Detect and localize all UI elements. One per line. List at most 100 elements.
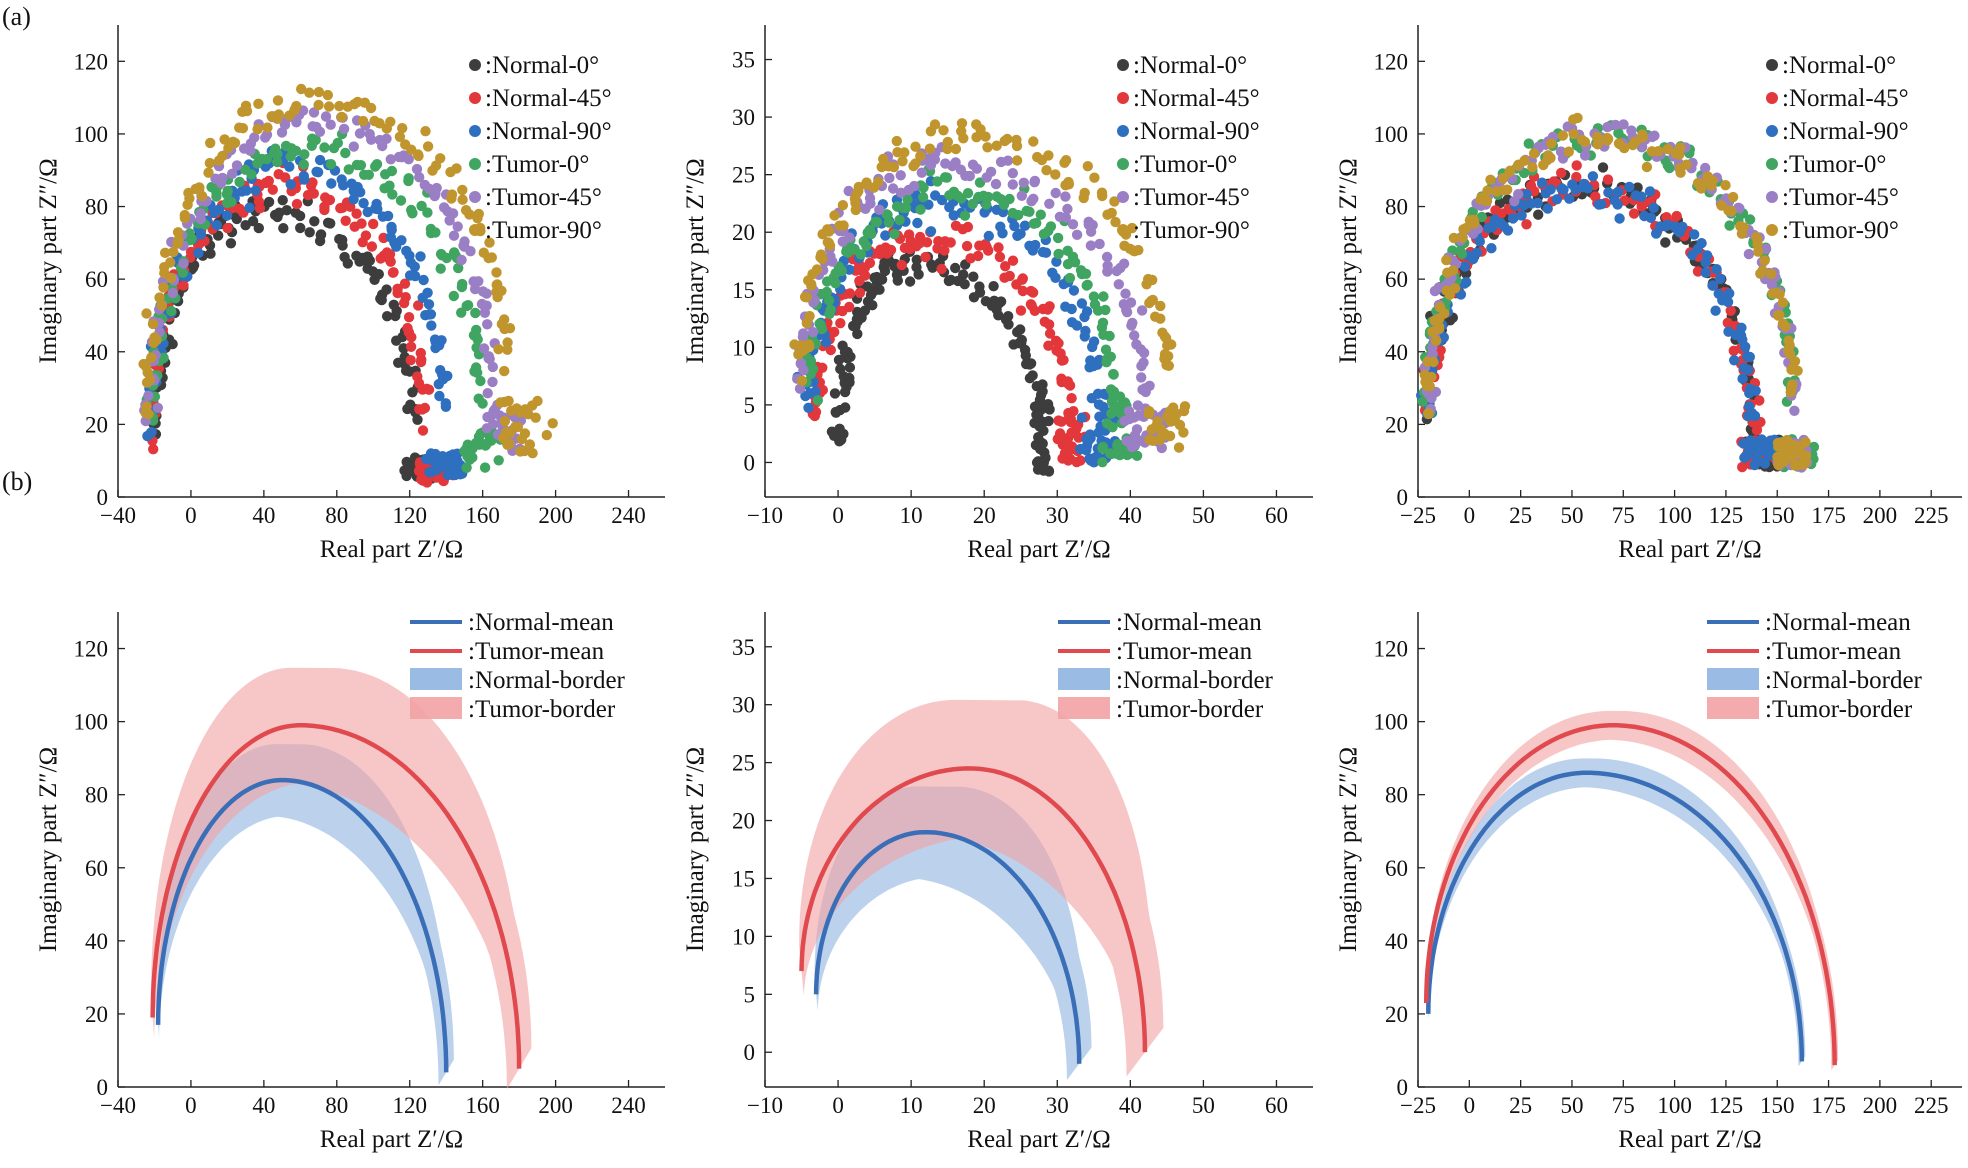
legend-band-swatch <box>1707 697 1759 719</box>
data-point <box>426 320 437 331</box>
data-point <box>1759 457 1770 468</box>
data-point <box>312 167 324 178</box>
x-tick-label: 225 <box>1914 503 1949 528</box>
data-point <box>1066 303 1077 315</box>
data-point <box>1017 273 1028 284</box>
data-point <box>1563 146 1575 157</box>
data-point <box>462 451 473 462</box>
data-point <box>1602 133 1614 145</box>
data-point <box>1108 368 1119 380</box>
data-point <box>1080 268 1092 279</box>
data-point <box>1675 142 1686 153</box>
data-point <box>1483 222 1494 234</box>
data-point <box>1744 445 1755 457</box>
normal-mean-line <box>813 829 1082 1064</box>
data-point <box>1156 442 1168 454</box>
data-point <box>385 232 396 243</box>
data-point <box>1619 142 1630 154</box>
x-tick-label: 0 <box>832 503 844 528</box>
data-point <box>217 150 228 162</box>
data-point <box>1144 434 1155 445</box>
data-point <box>794 383 806 394</box>
data-point <box>1662 143 1674 155</box>
data-point <box>479 462 491 473</box>
data-point <box>894 214 905 226</box>
data-point <box>803 402 814 413</box>
data-point <box>451 163 462 174</box>
data-point <box>983 245 994 256</box>
data-point <box>487 419 499 430</box>
data-point <box>334 100 345 112</box>
data-point <box>990 178 1002 190</box>
data-point <box>482 388 493 399</box>
data-point <box>413 150 424 162</box>
data-point <box>1162 340 1173 351</box>
series-tumor-90 <box>789 118 1191 453</box>
data-point <box>1579 136 1591 148</box>
legend-marker <box>1117 224 1129 236</box>
data-point <box>1097 317 1109 328</box>
data-point <box>825 344 836 356</box>
data-point <box>829 210 840 221</box>
data-point <box>1138 347 1150 359</box>
data-point <box>880 230 891 241</box>
data-point <box>1025 358 1037 369</box>
data-point <box>844 232 855 243</box>
data-point <box>1040 452 1051 464</box>
data-point <box>1457 232 1468 243</box>
legend-label: :Tumor-mean <box>468 638 605 665</box>
data-point <box>982 142 993 153</box>
data-point <box>912 217 923 229</box>
data-point <box>1707 175 1718 186</box>
data-point <box>945 237 956 248</box>
y-tick-label: 40 <box>1385 340 1408 365</box>
data-point <box>1081 280 1092 291</box>
data-point <box>418 274 429 286</box>
data-point <box>841 381 852 393</box>
x-tick-label: 240 <box>611 1093 646 1118</box>
data-point <box>833 354 845 366</box>
data-point <box>1092 388 1104 399</box>
legend-band-swatch <box>410 668 462 690</box>
data-point <box>391 305 402 317</box>
y-tick-label: 25 <box>732 163 755 188</box>
data-point <box>936 263 947 275</box>
data-point <box>895 170 906 181</box>
data-point <box>874 284 885 295</box>
data-point <box>1779 444 1791 455</box>
data-point <box>1536 177 1548 188</box>
data-point <box>323 101 335 112</box>
data-point <box>1063 179 1075 190</box>
data-point <box>1102 209 1113 220</box>
data-point <box>961 240 973 252</box>
legend-label: :Normal-border <box>468 667 626 694</box>
data-point <box>1019 220 1031 231</box>
data-point <box>796 375 808 386</box>
data-point <box>845 351 856 362</box>
data-point <box>904 276 916 287</box>
data-point <box>325 119 336 130</box>
data-point <box>425 448 437 459</box>
data-point <box>172 238 183 249</box>
y-tick-label: 0 <box>1397 1075 1409 1100</box>
data-point <box>1125 297 1137 308</box>
legend-label: :Tumor-90° <box>1133 217 1250 244</box>
data-point <box>1800 450 1812 461</box>
data-point <box>147 318 159 330</box>
data-point <box>430 227 441 238</box>
data-point <box>501 426 513 437</box>
data-point <box>1476 211 1488 223</box>
legend-marker <box>469 92 481 104</box>
data-point <box>211 219 222 231</box>
data-point <box>407 387 418 398</box>
data-point <box>152 402 163 413</box>
data-point <box>491 267 502 278</box>
data-point <box>1060 191 1071 202</box>
data-point <box>413 300 424 311</box>
data-point <box>512 421 523 433</box>
data-point <box>1614 213 1625 224</box>
data-point <box>381 284 392 295</box>
data-point <box>798 328 809 339</box>
data-point <box>1724 288 1735 299</box>
data-point <box>422 287 433 298</box>
